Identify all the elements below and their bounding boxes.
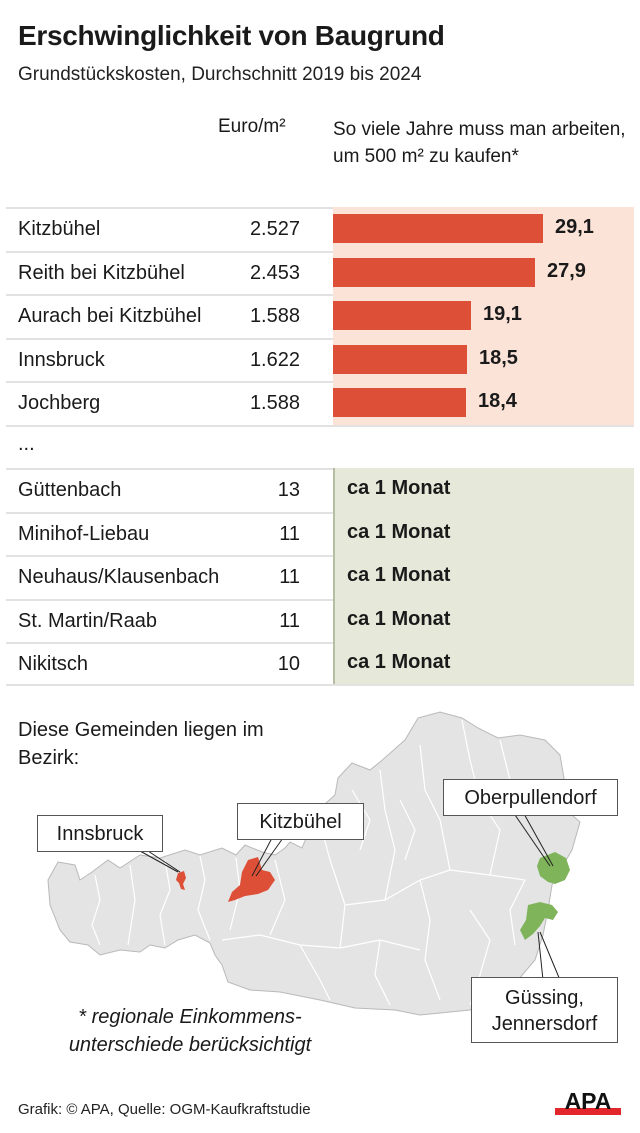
table-row: Nikitsch 10 ca 1 Monat: [6, 642, 634, 686]
callout-kitzbuehel: Kitzbühel: [237, 803, 364, 840]
region-kitzbuehel: [228, 857, 275, 902]
callout-guessing-jennersdorf: Güssing, Jennersdorf: [471, 977, 618, 1043]
bar: [333, 301, 471, 330]
row-name: Innsbruck: [18, 348, 105, 371]
table-row: Jochberg 1.588 18,4: [6, 381, 634, 425]
chart-subtitle: Grundstückskosten, Durchschnitt 2019 bis…: [18, 64, 422, 85]
row-euro: 10: [277, 653, 300, 675]
apa-logo: APA: [555, 1088, 621, 1115]
bar: [333, 344, 467, 374]
chart-title: Erschwinglichkeit von Baugrund: [18, 20, 445, 51]
row-value: ca 1 Monat: [347, 607, 451, 630]
table-row: Neuhaus/Klausenbach 11 ca 1 Monat: [6, 555, 634, 599]
row-name: St. Martin/Raab: [18, 609, 157, 632]
row-name: Neuhaus/Klausenbach: [18, 566, 220, 588]
row-euro: 2.453: [249, 261, 300, 284]
row-euro: 1.622: [249, 348, 300, 371]
row-name: Güttenbach: [18, 479, 122, 501]
table-row: Kitzbühel 2.527 29,1: [6, 207, 634, 251]
ellipsis: ...: [18, 432, 35, 455]
row-value: ca 1 Monat: [347, 651, 451, 673]
callout-leaders: [139, 811, 561, 981]
ellipsis-row: ...: [6, 424, 634, 469]
row-value: ca 1 Monat: [347, 564, 451, 586]
region-innsbruck: [176, 871, 186, 890]
row-euro: 2.527: [249, 218, 300, 240]
callout-oberpullendorf: Oberpullendorf: [443, 779, 618, 816]
column-header-years: So viele Jahre muss man arbeiten, um 500…: [333, 119, 626, 167]
row-euro: 11: [279, 609, 300, 632]
table-row: Güttenbach 13 ca 1 Monat: [6, 468, 634, 512]
column-header-euro: Euro/m²: [218, 116, 286, 137]
svg-text:APA: APA: [565, 1088, 612, 1114]
bar-value: 29,1: [555, 216, 594, 238]
row-euro: 1.588: [249, 305, 300, 327]
bar-value: 19,1: [483, 303, 522, 325]
bar-value: 27,9: [547, 259, 586, 282]
footnote: * regionale Einkommens- unterschiede ber…: [68, 1006, 312, 1056]
row-name: Reith bei Kitzbühel: [18, 261, 185, 284]
region-guessing-jennersdorf: [520, 902, 558, 940]
callout-innsbruck: Innsbruck: [37, 815, 163, 852]
region-oberpullendorf: [537, 852, 570, 884]
row-euro: 11: [279, 566, 300, 588]
row-value: ca 1 Monat: [347, 477, 451, 499]
row-name: Nikitsch: [18, 653, 89, 675]
row-euro: 13: [277, 479, 300, 501]
table-row: Innsbruck 1.622 18,5: [6, 337, 634, 381]
bar: [333, 257, 535, 287]
row-name: Aurach bei Kitzbühel: [18, 305, 202, 327]
bar: [333, 214, 543, 243]
row-name: Minihof-Liebau: [18, 522, 150, 545]
source-credit: Grafik: © APA, Quelle: OGM-Kaufkraftstud…: [18, 1101, 311, 1118]
bar-value: 18,4: [478, 390, 517, 412]
table-row: Reith bei Kitzbühel 2.453 27,9: [6, 250, 634, 294]
bar: [333, 388, 466, 417]
row-euro: 11: [279, 522, 300, 545]
table-row: St. Martin/Raab 11 ca 1 Monat: [6, 598, 634, 642]
table-row: Aurach bei Kitzbühel 1.588 19,1: [6, 294, 634, 338]
data-table: Kitzbühel 2.527 29,1 Reith bei Kitzbühel…: [6, 207, 634, 686]
map-intro: Diese Gemeinden liegen im Bezirk:: [18, 719, 264, 769]
row-value: ca 1 Monat: [347, 520, 451, 543]
row-name: Kitzbühel: [18, 218, 101, 240]
table-row: Minihof-Liebau 11 ca 1 Monat: [6, 511, 634, 555]
row-euro: 1.588: [249, 392, 300, 414]
row-name: Jochberg: [18, 392, 101, 414]
bar-value: 18,5: [479, 346, 518, 369]
